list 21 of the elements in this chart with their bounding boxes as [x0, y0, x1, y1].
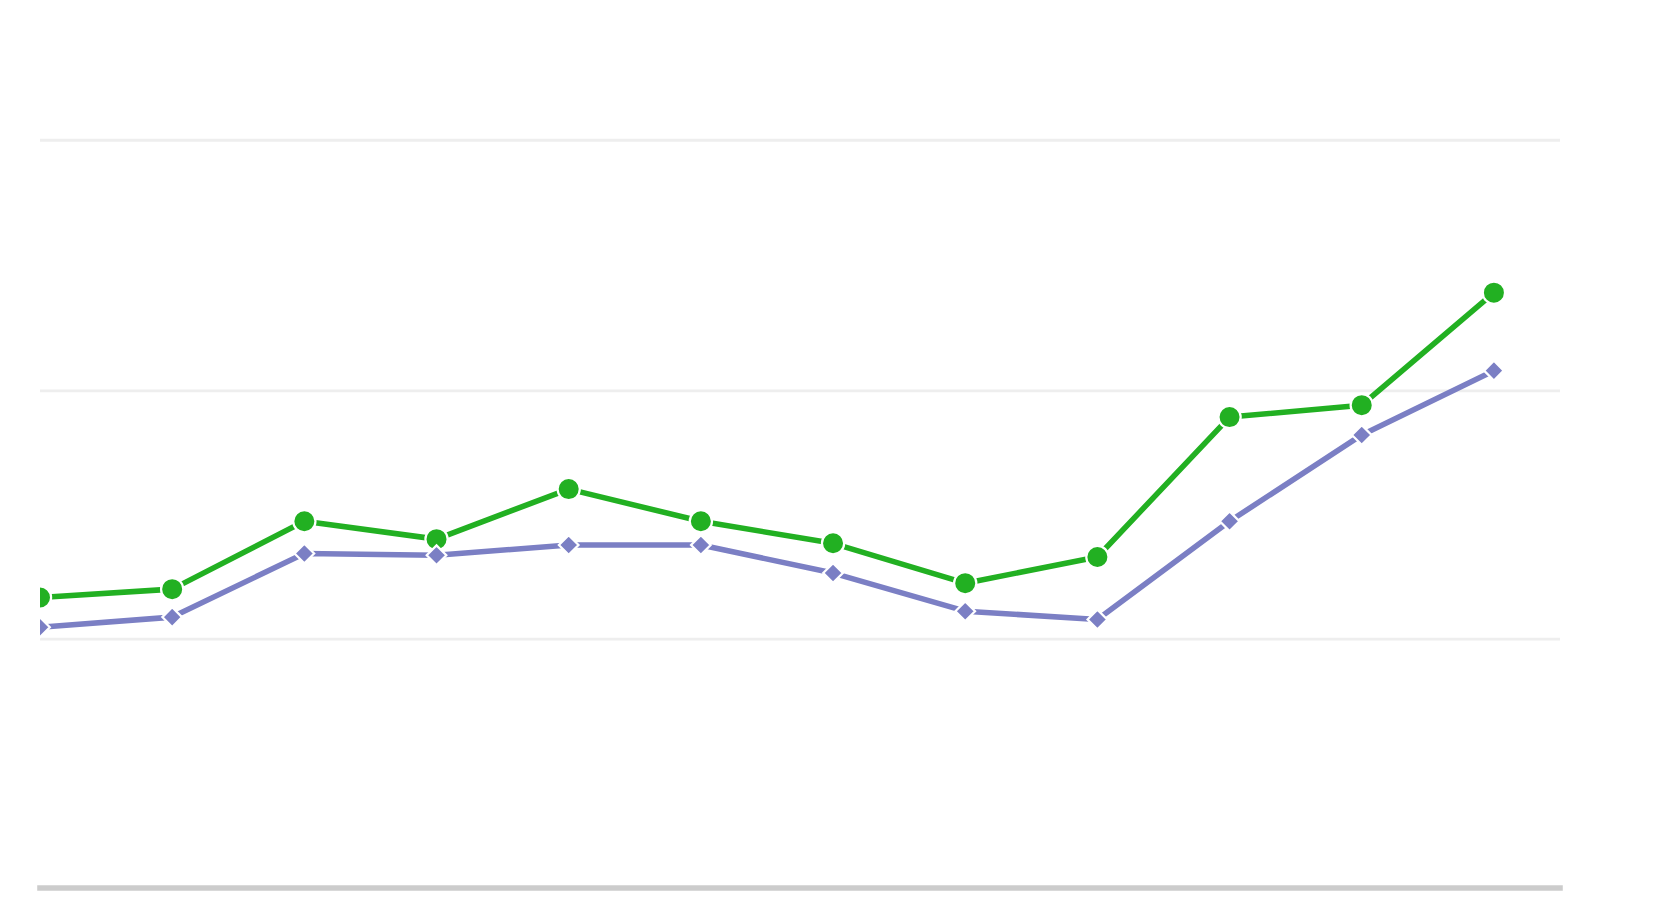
point [557, 534, 580, 557]
point [425, 544, 448, 567]
point [1482, 359, 1505, 382]
point [954, 600, 977, 623]
point [1481, 280, 1507, 305]
point [689, 534, 712, 557]
point [1086, 608, 1109, 631]
point [556, 476, 581, 502]
point [822, 562, 844, 584]
point [688, 509, 714, 534]
point [159, 576, 185, 602]
point [820, 531, 846, 556]
point [953, 570, 978, 596]
point [161, 606, 184, 629]
point [293, 542, 316, 565]
point [1085, 544, 1110, 570]
point [292, 509, 317, 534]
point [1218, 510, 1241, 533]
point [1217, 404, 1242, 430]
point [1349, 392, 1374, 418]
point [1350, 424, 1373, 446]
